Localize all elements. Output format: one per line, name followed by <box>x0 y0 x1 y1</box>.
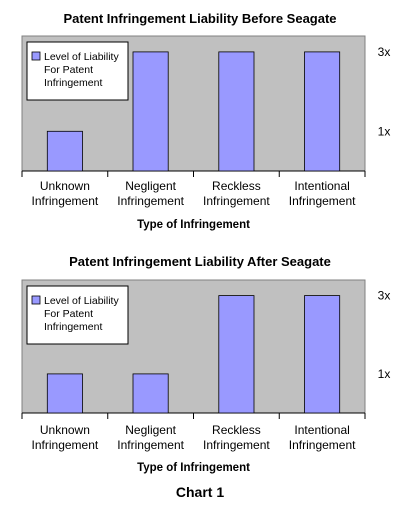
bar-3 <box>218 51 255 172</box>
bar-2 <box>132 51 169 172</box>
category-label: Negligent Infringement <box>117 423 184 452</box>
legend-swatch <box>31 295 41 305</box>
bar-2 <box>132 373 169 414</box>
category-label: Intentional Infringement <box>289 423 356 452</box>
chart-2: Patent Infringement Liability After Seag… <box>21 254 391 474</box>
legend: Level of Liability For Patent Infringement <box>26 41 129 101</box>
x-axis-title: Type of Infringement <box>137 462 250 474</box>
legend-label: Level of Liability For Patent Infringement <box>44 51 119 89</box>
chart-1: Patent Infringement Liability Before Sea… <box>21 11 391 231</box>
category-label: Intentional Infringement <box>289 179 356 208</box>
bar-4 <box>304 51 341 172</box>
x-axis-title: Type of Infringement <box>137 219 250 231</box>
y-tick-label: 1x <box>378 124 391 138</box>
chart-title: Patent Infringement Liability After Seag… <box>69 254 331 269</box>
y-tick-label: 3x <box>378 289 391 303</box>
legend: Level of Liability For Patent Infringement <box>26 285 129 345</box>
legend-box <box>26 41 129 101</box>
bar-1 <box>46 130 83 172</box>
chart-title: Patent Infringement Liability Before Sea… <box>63 11 336 26</box>
category-label: Unknown Infringement <box>32 179 99 208</box>
bar-1 <box>46 373 83 414</box>
legend-swatch <box>31 51 41 61</box>
y-tick-label: 1x <box>378 367 391 381</box>
category-label: Unknown Infringement <box>32 423 99 452</box>
legend-label: Level of Liability For Patent Infringement <box>44 295 119 333</box>
y-tick-label: 3x <box>378 45 391 59</box>
category-label: Negligent Infringement <box>117 179 184 208</box>
figure-caption: Chart 1 <box>176 484 224 500</box>
bar-4 <box>304 295 341 414</box>
category-label: Reckless Infringement <box>203 179 270 208</box>
bar-3 <box>218 295 255 414</box>
category-label: Reckless Infringement <box>203 423 270 452</box>
legend-box <box>26 285 129 345</box>
